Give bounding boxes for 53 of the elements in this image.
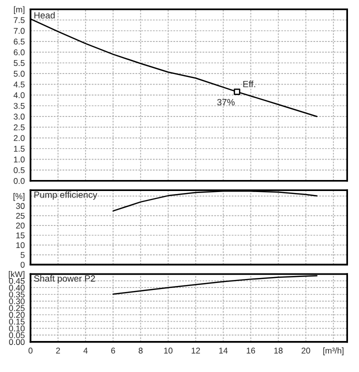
x-tick-label: 8 <box>138 348 143 354</box>
y-tick-label: 6.0 <box>14 49 25 56</box>
y-tick-label: 0.00 <box>9 339 25 345</box>
y-tick-label: 3.5 <box>14 102 25 109</box>
y-tick-label: 0.30 <box>9 298 25 304</box>
x-tick-label: 18 <box>274 348 283 354</box>
y-tick-label: 0.40 <box>9 284 25 291</box>
x-tick-label: 20 <box>302 348 310 354</box>
y-tick-label: 0.25 <box>9 305 25 312</box>
chart-title: Shaft power P2 <box>34 275 95 284</box>
y-tick-label: 25 <box>16 212 25 219</box>
y-tick-label: 5 <box>20 252 25 258</box>
x-tick-label: 10 <box>164 348 172 354</box>
x-tick-label: [m³/h] <box>323 347 344 356</box>
y-tick-label: 3.0 <box>14 114 25 120</box>
x-tick-label: 0 <box>28 348 33 354</box>
y-tick-label: [m] <box>14 6 24 14</box>
x-tick-label: 6 <box>111 348 116 354</box>
y-tick-label: 20 <box>16 222 25 229</box>
y-tick-label: [%] <box>14 193 24 201</box>
y-tick-label: 7.5 <box>14 17 25 24</box>
y-tick-label: 1.5 <box>14 146 25 152</box>
y-tick-label: 10 <box>16 242 25 248</box>
x-tick-label: 2 <box>56 348 60 354</box>
y-tick-label: 0.10 <box>9 326 25 332</box>
y-tick-label: 5.0 <box>14 70 25 77</box>
y-tick-label: 0.0 <box>14 178 25 184</box>
y-tick-label: 5.5 <box>14 60 25 66</box>
y-tick-label: 0.35 <box>9 292 25 298</box>
x-tick-label: 16 <box>246 348 256 354</box>
y-tick-label: 2.5 <box>14 124 25 130</box>
x-tick-label: 4 <box>83 348 88 354</box>
y-tick-label: 6.5 <box>14 38 25 45</box>
y-tick-label: 0.15 <box>9 318 25 325</box>
x-tick-label: 14 <box>219 348 228 354</box>
y-tick-label: 0.05 <box>9 332 25 338</box>
y-tick-label: 30 <box>16 203 25 209</box>
y-tick-label: 0 <box>20 262 25 268</box>
y-tick-label: 15 <box>16 232 25 238</box>
y-tick-label: 4.5 <box>14 82 25 88</box>
y-tick-label: [kW] <box>8 271 24 279</box>
y-tick-label: 2.0 <box>14 135 25 142</box>
y-tick-label: 4.0 <box>14 92 25 98</box>
annotation: Eff. <box>243 80 256 88</box>
y-tick-label: 0.20 <box>9 312 25 318</box>
y-tick-label: 1.0 <box>14 156 25 162</box>
y-tick-label: 0.45 <box>9 278 25 284</box>
chart-title: Head <box>34 12 55 19</box>
chart-title: Pump efficiency <box>34 191 98 200</box>
y-tick-label: 0.5 <box>14 167 25 174</box>
x-tick-label: 12 <box>192 348 200 354</box>
y-tick-label: 7.0 <box>14 28 25 34</box>
annotation: 37% <box>217 98 235 106</box>
